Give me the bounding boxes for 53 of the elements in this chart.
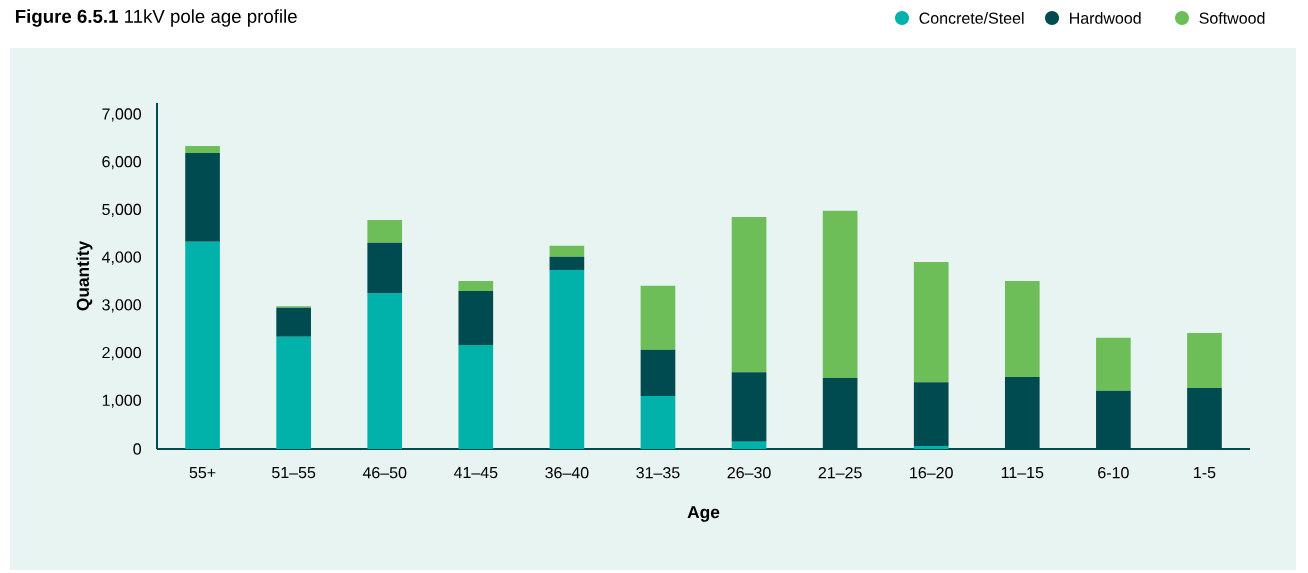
bar xyxy=(458,281,494,292)
x-tick-label: 36–40 xyxy=(545,467,589,479)
bar xyxy=(1187,333,1222,388)
legend-label: Hardwood xyxy=(1070,12,1141,24)
bar xyxy=(276,336,311,449)
bar xyxy=(913,446,949,449)
y-tick-label: 6,000 xyxy=(102,156,142,170)
bar xyxy=(913,382,949,447)
x-tick-label: 21–25 xyxy=(818,467,862,479)
x-tick-label: 55+ xyxy=(189,467,216,479)
bar xyxy=(367,219,403,243)
y-tick-label: 2,000 xyxy=(102,346,142,361)
bar xyxy=(1004,281,1040,377)
x-tick-label: 26–30 xyxy=(727,467,771,479)
x-tick-label: 6-10 xyxy=(1098,467,1129,479)
bar xyxy=(640,349,676,397)
bar xyxy=(731,372,767,442)
bar xyxy=(185,153,220,242)
y-tick-label: 3,000 xyxy=(102,299,142,313)
legend-label: Softwood xyxy=(1199,12,1265,24)
bar xyxy=(458,344,494,449)
y-axis-title: Quantity xyxy=(76,240,93,311)
bar xyxy=(822,210,858,378)
x-tick-label: 41–45 xyxy=(453,467,498,479)
y-tick-label: 5,000 xyxy=(102,203,142,217)
x-axis-title: Age xyxy=(687,506,720,522)
x-tick-label: 51–55 xyxy=(272,467,316,479)
bar xyxy=(640,285,676,350)
x-tick-label: 11–15 xyxy=(1001,467,1044,479)
bar xyxy=(185,241,220,449)
x-tick-label: 16–20 xyxy=(910,467,953,479)
legend-label: Concrete/Steel xyxy=(919,12,1024,24)
bar xyxy=(1096,337,1131,391)
bar xyxy=(276,307,311,337)
y-tick-label: 0 xyxy=(133,443,142,455)
y-tick-label: 7,000 xyxy=(102,108,142,122)
x-tick-label: 31–35 xyxy=(636,467,680,479)
bar xyxy=(458,291,494,345)
bar xyxy=(913,261,949,383)
y-tick-label: 4,000 xyxy=(101,251,142,265)
chart-title: Figure 6.5.1 11kV pole age profile xyxy=(15,9,297,27)
bar xyxy=(185,145,220,154)
bar xyxy=(549,245,585,257)
bar xyxy=(640,396,676,449)
bar xyxy=(731,217,767,373)
bar xyxy=(731,441,767,449)
x-tick-label: 46–50 xyxy=(362,467,407,479)
bar xyxy=(367,292,403,449)
y-tick-label: 1,000 xyxy=(102,394,142,408)
bar xyxy=(549,256,585,271)
bar xyxy=(367,242,403,293)
bar xyxy=(549,270,585,449)
x-tick-label: 1-5 xyxy=(1194,467,1216,479)
